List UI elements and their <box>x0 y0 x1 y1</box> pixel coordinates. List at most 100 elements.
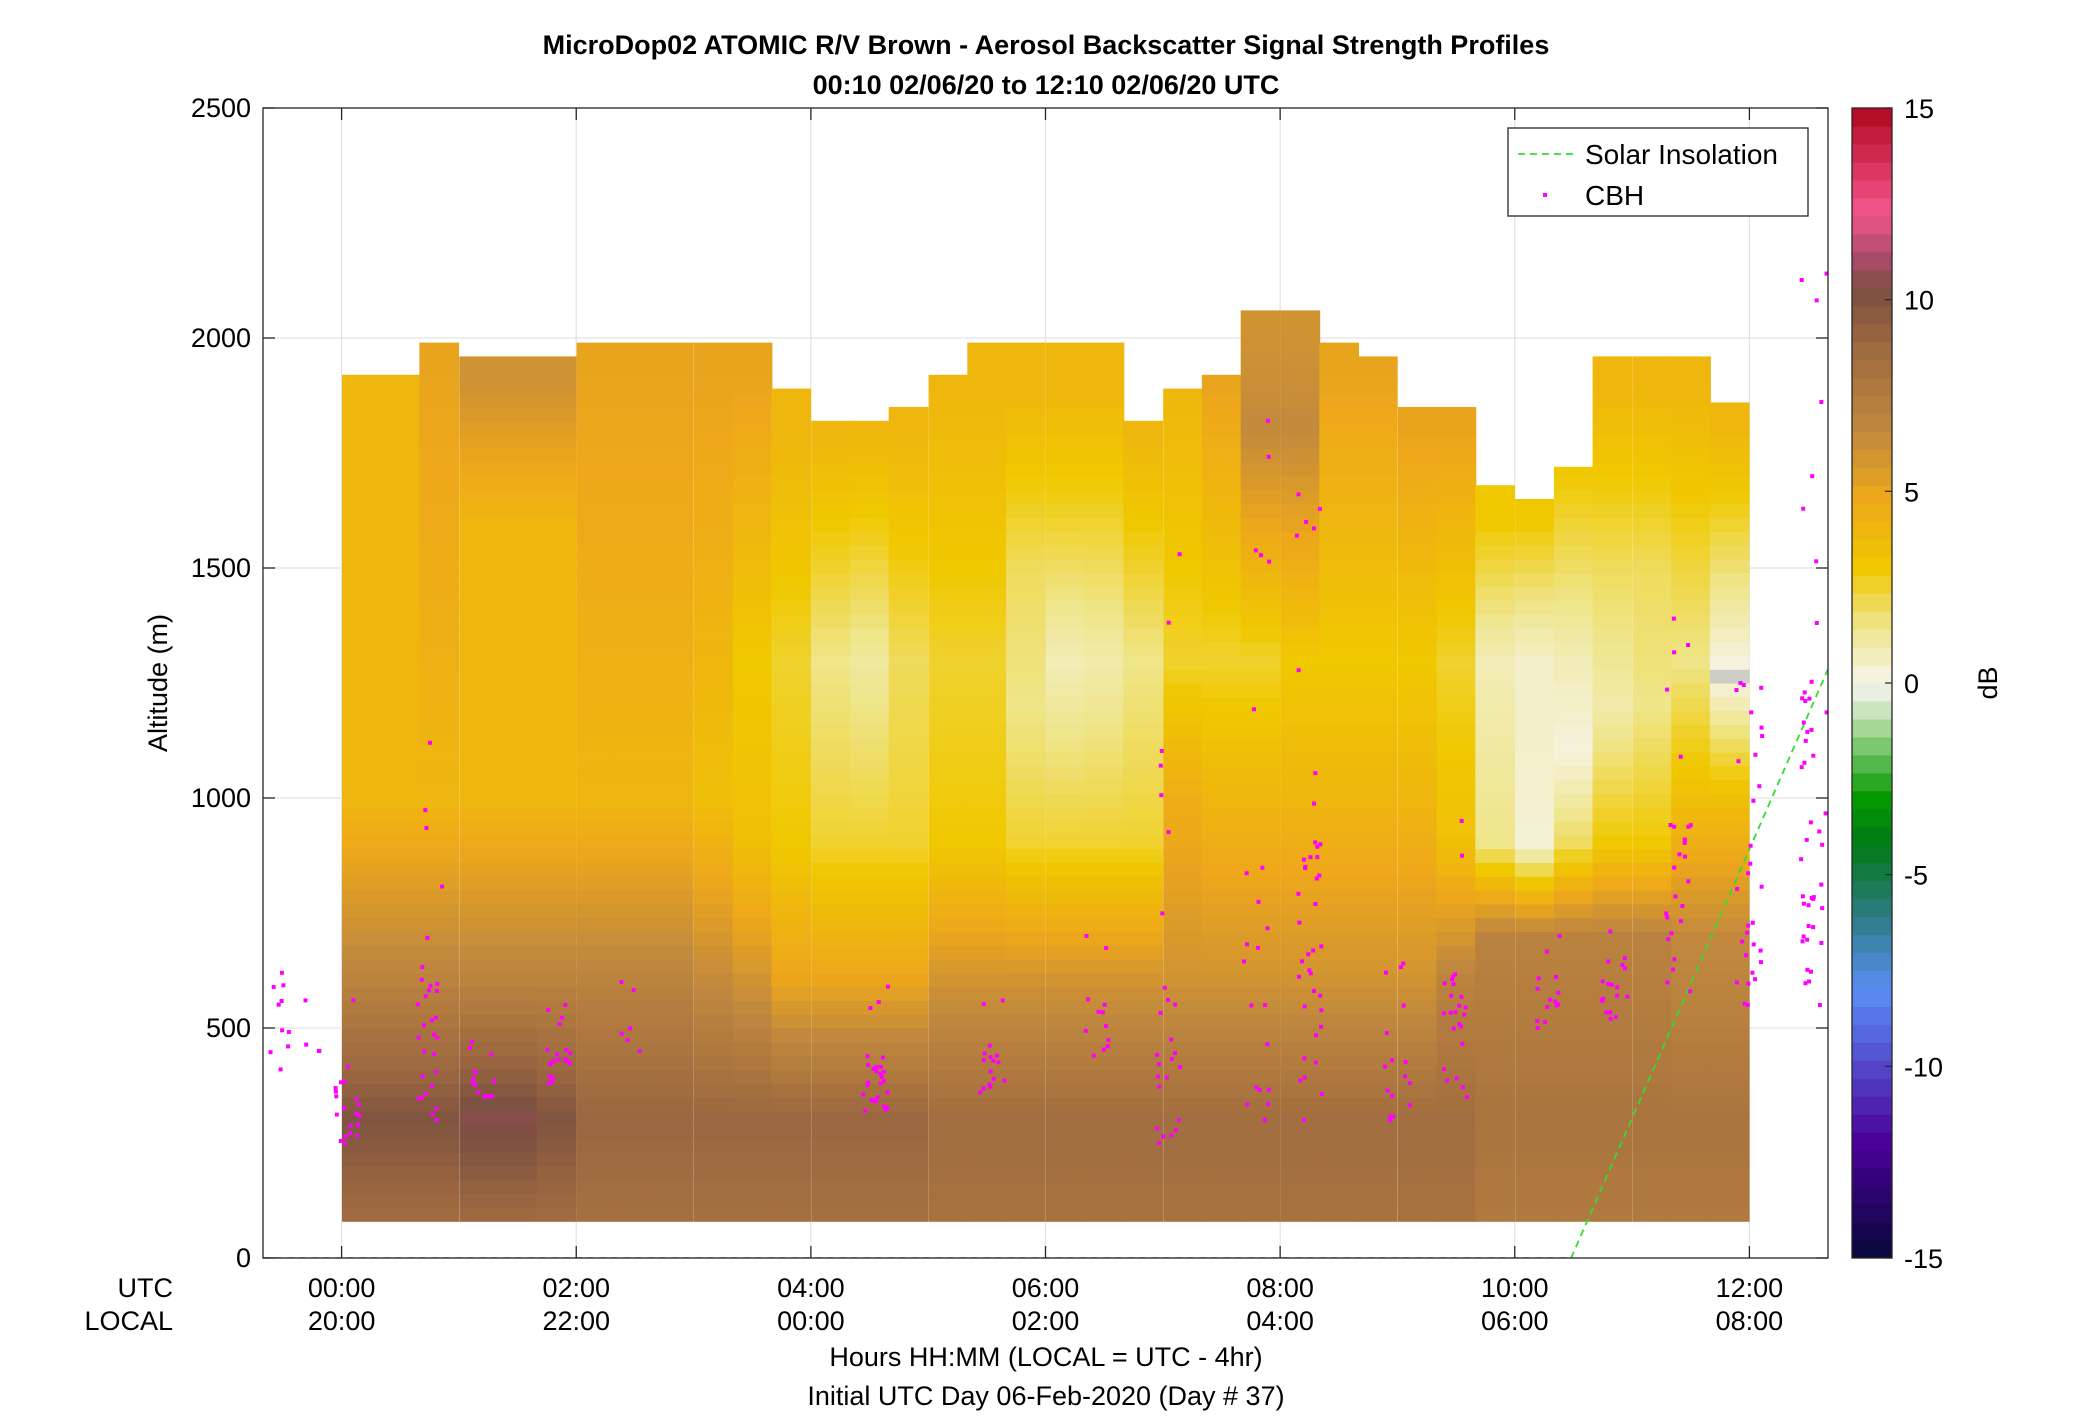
heatmap-cell <box>1515 876 1555 891</box>
heatmap-cell <box>654 503 694 518</box>
heatmap-cell <box>419 1055 460 1070</box>
heatmap-cell <box>1475 641 1515 656</box>
cbh-point <box>354 1097 359 1102</box>
heatmap-cell <box>732 503 773 518</box>
heatmap-cell <box>419 1000 460 1015</box>
heatmap-cell <box>419 876 460 891</box>
heatmap-cell <box>888 1166 929 1181</box>
heatmap-cell <box>1358 1000 1398 1015</box>
heatmap-cell <box>1163 848 1203 863</box>
x-tick-label-local: 04:00 <box>1246 1306 1314 1336</box>
heatmap-cell <box>1632 669 1673 684</box>
heatmap-cell <box>380 503 421 518</box>
heatmap-cell <box>342 1110 382 1126</box>
heatmap-cell <box>850 1110 890 1126</box>
cbh-point <box>1266 1087 1271 1092</box>
heatmap-cell <box>1671 724 1711 739</box>
heatmap-cell <box>732 600 773 615</box>
heatmap-cell <box>1319 959 1359 974</box>
heatmap-cell <box>1671 1193 1711 1208</box>
heatmap-cell <box>459 517 499 532</box>
heatmap-cell <box>850 683 890 698</box>
heatmap-cell <box>1201 834 1242 850</box>
heatmap-cell <box>342 379 382 394</box>
heatmap-cell <box>1163 890 1203 905</box>
heatmap-cell <box>694 931 734 946</box>
cbh-point <box>420 1074 425 1079</box>
heatmap-cell <box>498 959 538 974</box>
heatmap-cell <box>1709 655 1750 670</box>
heatmap-cell <box>1280 545 1321 560</box>
heatmap-cell <box>1475 1152 1515 1167</box>
heatmap-cell <box>1045 834 1086 850</box>
heatmap-cell <box>1397 641 1438 656</box>
heatmap-cell <box>732 1041 773 1057</box>
heatmap-cell <box>1319 476 1359 491</box>
cbh-point <box>278 1067 283 1072</box>
heatmap-cell <box>928 476 969 491</box>
heatmap-cell <box>1592 365 1633 380</box>
heatmap-cell <box>1475 710 1515 725</box>
cbh-point <box>1161 1134 1166 1139</box>
heatmap-cell <box>1006 807 1046 822</box>
heatmap-cell <box>1006 683 1046 698</box>
heatmap-cell <box>459 1069 499 1084</box>
heatmap-cell <box>1553 1193 1594 1208</box>
heatmap-cell <box>1632 420 1673 436</box>
heatmap-cell <box>1553 1041 1594 1057</box>
heatmap-cell <box>459 683 499 698</box>
heatmap-cell <box>928 1014 969 1029</box>
heatmap-cell <box>1671 1152 1711 1167</box>
heatmap-cell <box>380 821 421 836</box>
heatmap-cell <box>1123 765 1163 781</box>
heatmap-cell <box>1006 434 1046 449</box>
heatmap-cell <box>1592 586 1633 601</box>
heatmap-cell <box>1123 696 1163 712</box>
heatmap-cell <box>1201 917 1242 932</box>
heatmap-cell <box>1319 1069 1359 1084</box>
heatmap-cell <box>498 765 538 781</box>
legend-cbh-label: CBH <box>1585 180 1644 211</box>
heatmap-cell <box>928 1041 969 1057</box>
heatmap-cell <box>967 876 1007 891</box>
heatmap-cell <box>811 1097 851 1112</box>
heatmap-cell <box>1475 765 1515 781</box>
heatmap-cell <box>888 1124 929 1139</box>
cbh-point <box>1746 981 1751 986</box>
heatmap-cell <box>419 1014 460 1029</box>
heatmap-cell <box>654 986 694 1001</box>
heatmap-cell <box>888 876 929 891</box>
heatmap-cell <box>1045 793 1086 808</box>
heatmap-cell <box>850 517 890 532</box>
heatmap-cell <box>1084 1166 1125 1181</box>
heatmap-cell <box>967 517 1007 532</box>
heatmap-cell <box>811 1166 851 1181</box>
heatmap-cell <box>380 476 421 491</box>
heatmap-cell <box>888 710 929 725</box>
cbh-point <box>1738 681 1743 685</box>
heatmap-cell <box>1319 765 1359 781</box>
heatmap-cell <box>888 696 929 712</box>
cbh-point <box>981 1058 986 1063</box>
cbh-point <box>1263 1003 1267 1007</box>
heatmap-cell <box>1006 351 1046 367</box>
heatmap-cell <box>1006 1028 1046 1043</box>
heatmap-cell <box>1671 876 1711 891</box>
cbh-point <box>1543 1020 1548 1025</box>
heatmap-cell <box>1045 531 1086 546</box>
heatmap-cell <box>1006 558 1046 574</box>
cbh-point <box>1256 899 1261 904</box>
heatmap-cell <box>536 738 577 753</box>
heatmap-cell <box>1045 724 1086 739</box>
heatmap-cell <box>654 696 694 712</box>
heatmap-cell <box>1632 1193 1673 1208</box>
heatmap-cell <box>1515 945 1555 960</box>
cbh-point <box>1751 942 1756 947</box>
heatmap-cell <box>888 614 929 629</box>
heatmap-cell <box>1084 489 1125 505</box>
cbh-point <box>1297 920 1302 925</box>
heatmap-cell <box>928 379 969 394</box>
heatmap-cell <box>654 489 694 505</box>
heatmap-cell <box>1671 1014 1711 1029</box>
heatmap-cell <box>1553 1207 1594 1222</box>
